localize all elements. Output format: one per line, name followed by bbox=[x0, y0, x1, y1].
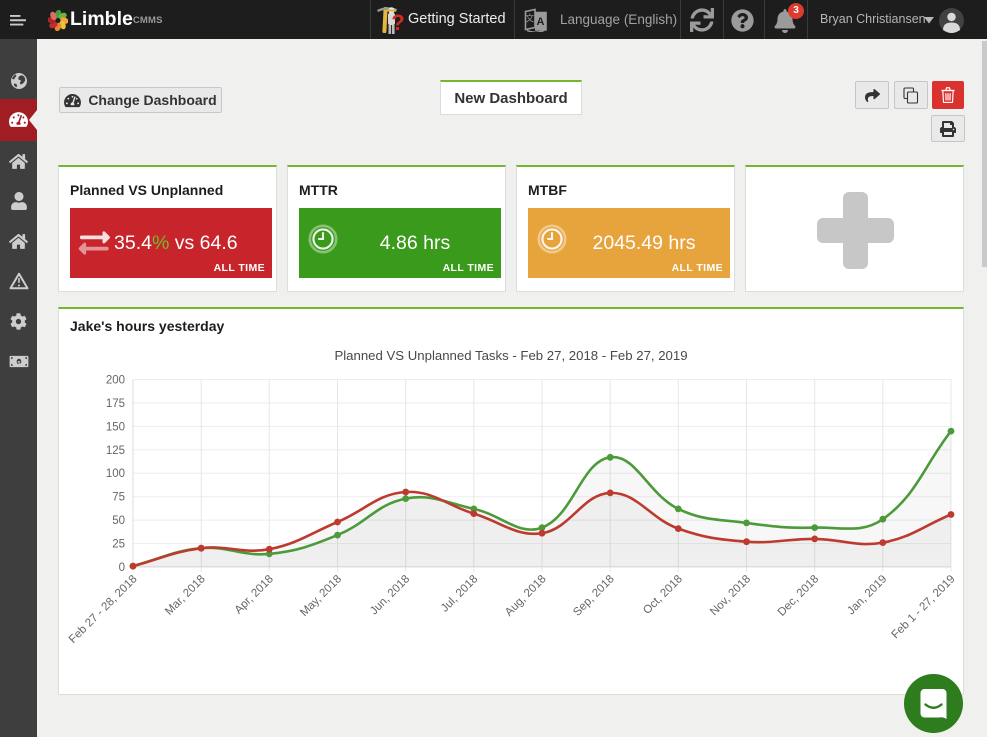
svg-text:Planned VS Unplanned Tasks - F: Planned VS Unplanned Tasks - Feb 27, 201… bbox=[334, 348, 687, 363]
svg-text:Apr, 2018: Apr, 2018 bbox=[233, 573, 276, 616]
svg-text:文: 文 bbox=[525, 13, 534, 24]
svg-text:Mar, 2018: Mar, 2018 bbox=[163, 573, 208, 618]
svg-text:150: 150 bbox=[106, 421, 125, 433]
svg-text:25: 25 bbox=[112, 539, 125, 551]
svg-text:100: 100 bbox=[106, 468, 125, 480]
svg-text:Jun, 2018: Jun, 2018 bbox=[368, 573, 412, 617]
svg-text:Oct, 2018: Oct, 2018 bbox=[641, 573, 685, 617]
svg-text:50: 50 bbox=[112, 515, 125, 527]
svg-text:$: $ bbox=[17, 360, 20, 366]
svg-text:125: 125 bbox=[106, 445, 125, 457]
svg-text:Jan, 2019: Jan, 2019 bbox=[845, 573, 889, 617]
svg-text:A: A bbox=[537, 16, 545, 28]
svg-text:75: 75 bbox=[112, 492, 125, 504]
svg-text:Aug, 2018: Aug, 2018 bbox=[503, 573, 549, 619]
svg-text:200: 200 bbox=[106, 375, 125, 387]
svg-text:0: 0 bbox=[119, 562, 125, 574]
svg-text:?: ? bbox=[391, 10, 404, 35]
svg-text:Feb 27 - 28, 2018: Feb 27 - 28, 2018 bbox=[67, 573, 140, 646]
svg-text:Jul, 2018: Jul, 2018 bbox=[439, 573, 480, 614]
svg-text:Dec, 2018: Dec, 2018 bbox=[776, 573, 822, 619]
svg-text:Feb 1 - 27, 2019: Feb 1 - 27, 2019 bbox=[889, 573, 957, 641]
svg-text:Nov, 2018: Nov, 2018 bbox=[708, 573, 753, 618]
svg-text:Sep, 2018: Sep, 2018 bbox=[571, 573, 617, 619]
svg-text:May, 2018: May, 2018 bbox=[298, 573, 344, 619]
svg-text:175: 175 bbox=[106, 398, 125, 410]
